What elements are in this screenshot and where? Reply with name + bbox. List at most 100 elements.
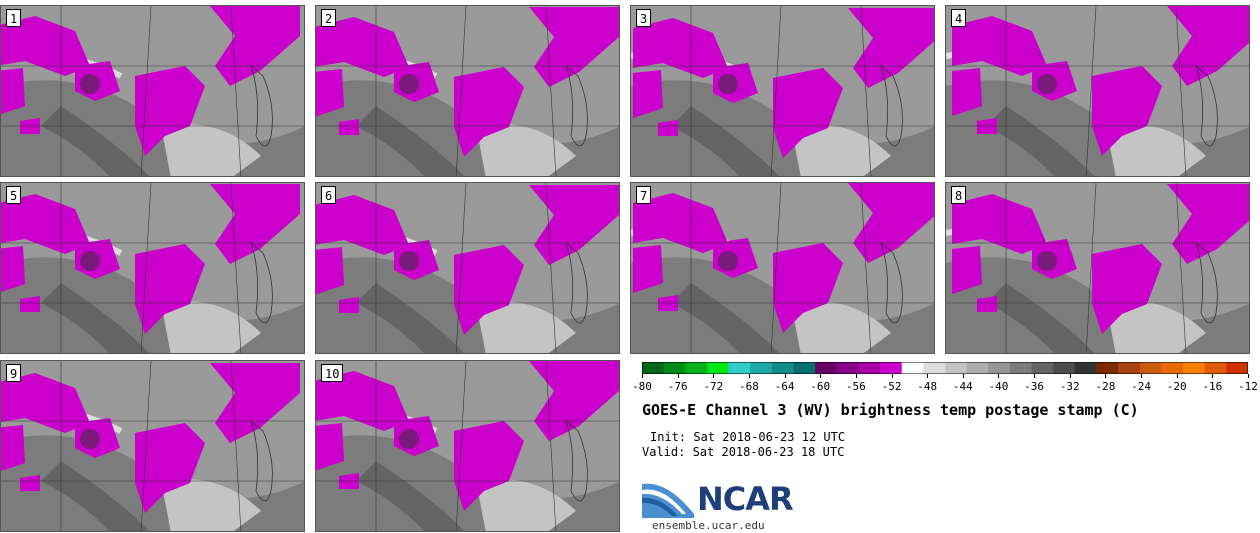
colorbar-tick-mark bbox=[784, 374, 786, 378]
panel-label: 1 bbox=[6, 9, 22, 27]
water-vapor-map bbox=[631, 183, 934, 353]
colorbar-tick-label: -76 bbox=[667, 380, 688, 393]
figure-title: GOES-E Channel 3 (WV) brightness temp po… bbox=[642, 401, 1139, 419]
colorbar-swatch bbox=[901, 362, 924, 374]
colorbar-swatch bbox=[1161, 362, 1184, 374]
colorbar-tick-mark bbox=[1034, 374, 1036, 378]
water-vapor-map bbox=[316, 361, 619, 531]
init-time: Init: Sat 2018-06-23 12 UTC bbox=[650, 430, 846, 444]
colorbar-tick-label: -80 bbox=[632, 380, 652, 393]
colorbar-tick-label: -36 bbox=[1024, 380, 1045, 393]
panel-label: 4 bbox=[951, 9, 967, 27]
colorbar-swatch bbox=[815, 362, 838, 374]
colorbar-tick-label: -56 bbox=[845, 380, 866, 393]
panel-label: 9 bbox=[6, 364, 22, 382]
colorbar-swatch bbox=[923, 362, 946, 374]
colorbar-swatch bbox=[642, 362, 665, 374]
colorbar-swatch bbox=[750, 362, 773, 374]
member-panel-10: 10 bbox=[315, 360, 620, 532]
colorbar-tick-label: -28 bbox=[1095, 380, 1116, 393]
panel-label: 6 bbox=[321, 186, 337, 204]
colorbar-tick-mark bbox=[1248, 374, 1249, 378]
member-panel-9: 9 bbox=[0, 360, 305, 532]
colorbar-swatch bbox=[728, 362, 751, 374]
colorbar-tick-mark bbox=[1141, 374, 1143, 378]
panel-label: 10 bbox=[321, 364, 344, 382]
ncar-logo-icon bbox=[642, 483, 694, 518]
colorbar-swatch bbox=[1096, 362, 1119, 374]
colorbar-swatch bbox=[988, 362, 1011, 374]
colorbar-swatch bbox=[966, 362, 989, 374]
member-panel-7: 7 bbox=[630, 182, 935, 354]
colorbar-swatch bbox=[663, 362, 686, 374]
colorbar-swatch bbox=[858, 362, 881, 374]
colorbar-tick-label: -72 bbox=[703, 380, 724, 393]
colorbar-swatch bbox=[1031, 362, 1054, 374]
colorbar-swatch bbox=[945, 362, 968, 374]
colorbar-tick-label: -16 bbox=[1202, 380, 1223, 393]
colorbar-tick-mark bbox=[1212, 374, 1214, 378]
colorbar-tick-mark bbox=[677, 374, 679, 378]
colorbar-swatch bbox=[1074, 362, 1097, 374]
member-panel-1: 1 bbox=[0, 5, 305, 177]
colorbar-swatch bbox=[1053, 362, 1076, 374]
member-panel-5: 5 bbox=[0, 182, 305, 354]
colorbar-swatch bbox=[1009, 362, 1033, 374]
colorbar-swatch bbox=[1183, 362, 1206, 374]
member-panel-3: 3 bbox=[630, 5, 935, 177]
colorbar-tick-label: -48 bbox=[917, 380, 938, 393]
colorbar-tick-mark bbox=[713, 374, 715, 378]
colorbar-tick-label: -20 bbox=[1166, 380, 1187, 393]
colorbar-swatch bbox=[1118, 362, 1141, 374]
colorbar-tick-label: -44 bbox=[952, 380, 973, 393]
colorbar-swatch bbox=[1204, 362, 1227, 374]
colorbar-swatch bbox=[836, 362, 859, 374]
water-vapor-map bbox=[1, 6, 304, 176]
ncar-logo-text: NCAR bbox=[697, 480, 794, 518]
colorbar-tick-mark bbox=[891, 374, 893, 378]
colorbar-swatch bbox=[1226, 362, 1248, 374]
panel-label: 5 bbox=[6, 186, 22, 204]
colorbar-tick-mark bbox=[820, 374, 822, 378]
colorbar-tick-mark bbox=[855, 374, 857, 378]
colorbar-tick-mark bbox=[962, 374, 964, 378]
member-panel-4: 4 bbox=[945, 5, 1250, 177]
water-vapor-map bbox=[316, 6, 619, 176]
colorbar-tick-label: -40 bbox=[988, 380, 1009, 393]
colorbar-ticks: -80 -76 -72 -68 -64 -60 -56 -52 -48 -44 -40 -36 -32 -… bbox=[632, 374, 1258, 396]
colorbar-tick-mark bbox=[642, 374, 643, 378]
colorbar bbox=[642, 362, 1248, 374]
colorbar-tick-mark bbox=[998, 374, 1000, 378]
colorbar-tick-mark bbox=[1105, 374, 1107, 378]
water-vapor-map bbox=[1, 361, 304, 531]
colorbar-tick-mark bbox=[927, 374, 929, 378]
member-panel-8: 8 bbox=[945, 182, 1250, 354]
member-panel-6: 6 bbox=[315, 182, 620, 354]
member-panel-2: 2 bbox=[315, 5, 620, 177]
panel-label: 3 bbox=[636, 9, 652, 27]
water-vapor-map bbox=[946, 183, 1249, 353]
colorbar-tick-label: -32 bbox=[1059, 380, 1080, 393]
colorbar-tick-label: -64 bbox=[774, 380, 795, 393]
colorbar-tick-label: -12 bbox=[1238, 380, 1258, 393]
colorbar-tick-label: -60 bbox=[810, 380, 831, 393]
valid-time: Valid: Sat 2018-06-23 18 UTC bbox=[642, 445, 845, 459]
colorbar-tick-label: -52 bbox=[881, 380, 902, 393]
colorbar-swatch bbox=[793, 362, 816, 374]
ensemble-url: ensemble.ucar.edu bbox=[652, 519, 765, 532]
colorbar-swatch bbox=[706, 362, 730, 374]
colorbar-swatch bbox=[771, 362, 794, 374]
panel-label: 8 bbox=[951, 186, 967, 204]
water-vapor-map bbox=[631, 6, 934, 176]
colorbar-tick-mark bbox=[1176, 374, 1178, 378]
water-vapor-map bbox=[1, 183, 304, 353]
colorbar-swatch bbox=[880, 362, 903, 374]
colorbar-swatch bbox=[1139, 362, 1162, 374]
colorbar-tick-label: -24 bbox=[1131, 380, 1151, 393]
colorbar-tick-mark bbox=[748, 374, 750, 378]
colorbar-tick-mark bbox=[1069, 374, 1071, 378]
panel-label: 2 bbox=[321, 9, 337, 27]
water-vapor-map bbox=[316, 183, 619, 353]
colorbar-tick-label: -68 bbox=[739, 380, 759, 393]
colorbar-swatch bbox=[685, 362, 708, 374]
